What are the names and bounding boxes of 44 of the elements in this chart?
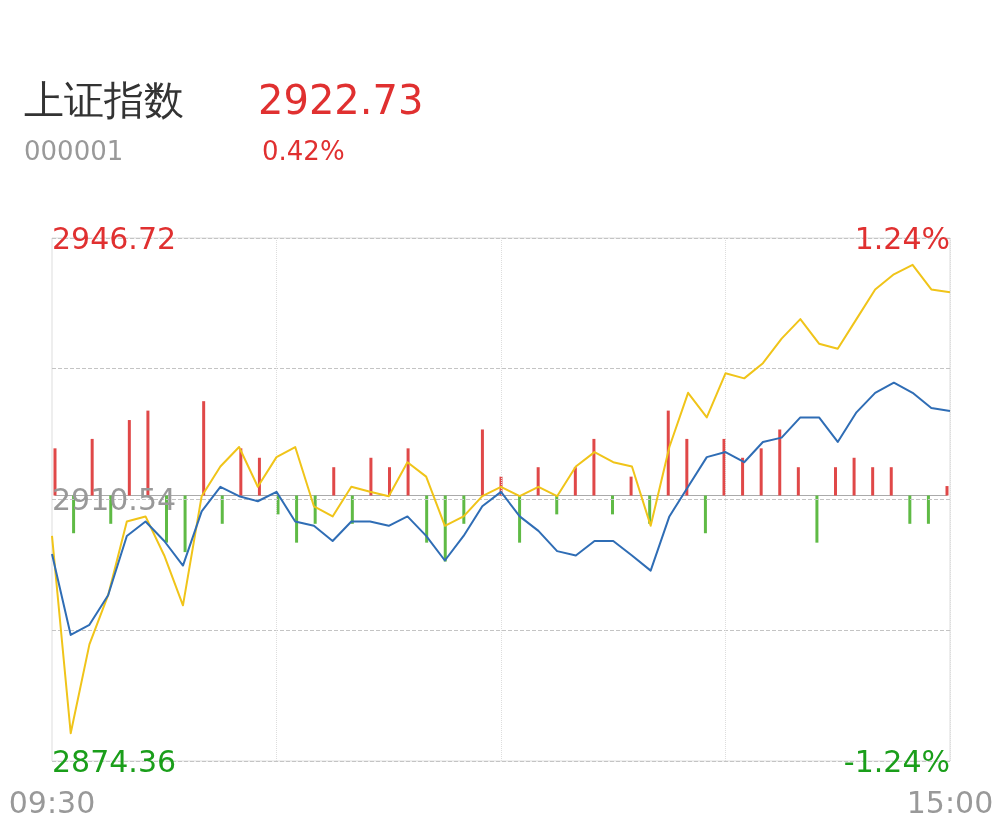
chart-title: 上证指数 [24, 77, 184, 123]
bar [239, 448, 243, 496]
bar [741, 457, 745, 496]
text: 0.42% [262, 136, 345, 166]
bar [388, 467, 391, 496]
text: 2922.73 [258, 77, 424, 123]
x-tick-label: 15:00 [906, 784, 994, 820]
bar [406, 448, 410, 496]
y-tick-label: 2946.72 [52, 220, 177, 256]
y2-tick-label: 1.24% [854, 220, 950, 256]
bar [908, 495, 912, 524]
bar [257, 457, 261, 496]
bar [796, 467, 800, 496]
bar [666, 410, 670, 496]
bar [889, 467, 893, 496]
y2-tick-label: -1.24% [843, 743, 950, 779]
bar [536, 467, 540, 496]
bar [573, 467, 577, 496]
line-series [51, 263, 951, 735]
text: 000001 [24, 136, 124, 166]
bar [834, 467, 837, 496]
bar [926, 495, 930, 524]
bar [778, 429, 782, 496]
bar [685, 438, 689, 496]
bar [369, 457, 373, 496]
y-tick-label: 2874.36 [52, 743, 177, 779]
bar [332, 467, 336, 496]
bar [480, 429, 484, 496]
bar [202, 401, 206, 496]
bar [295, 495, 299, 543]
bar [220, 495, 224, 524]
bar [518, 495, 522, 543]
bar [945, 486, 949, 496]
bar [815, 495, 819, 543]
bar [871, 467, 875, 496]
x-tick-label: 09:30 [8, 784, 96, 820]
bar [629, 476, 633, 496]
bar [425, 495, 429, 543]
bar [759, 448, 763, 496]
bar [183, 495, 187, 553]
line-series [51, 381, 951, 636]
bar [852, 457, 856, 496]
bar [592, 438, 596, 496]
bar [703, 495, 707, 534]
